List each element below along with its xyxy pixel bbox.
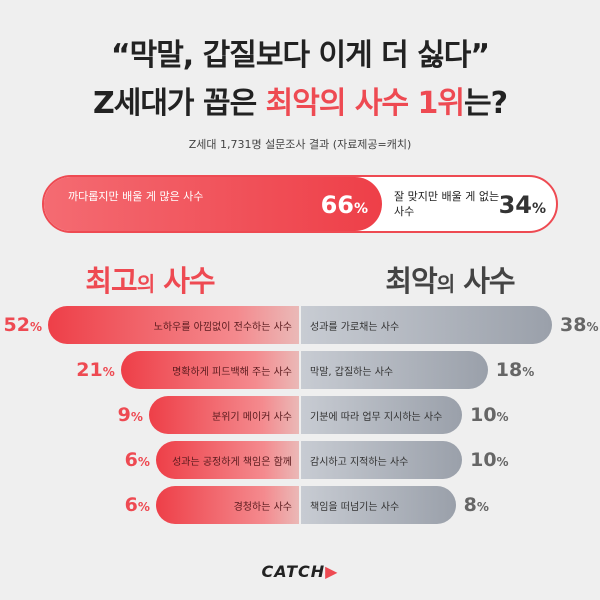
worst-value-unit: % xyxy=(586,320,599,334)
logo-text: CATCH xyxy=(261,562,326,581)
best-bar-label: 노하우를 아낌없이 전수하는 사수 xyxy=(153,322,292,333)
best-value-number: 21 xyxy=(76,359,103,381)
best-value-unit: % xyxy=(137,500,150,514)
best-bar xyxy=(155,486,300,524)
worst-heading-particle: 의 xyxy=(436,272,455,296)
worst-heading-main: 최악 xyxy=(385,264,437,298)
best-heading: 최고의 사수 xyxy=(0,258,300,300)
worst-value-unit: % xyxy=(496,455,509,469)
worst-value-number: 38 xyxy=(560,314,587,336)
split-right-value: 34% xyxy=(499,191,546,219)
worst-value-number: 18 xyxy=(495,359,523,381)
split-left-fill: 까다롭지만 배울 게 많은 사수 66% xyxy=(44,177,382,231)
best-value-number: 9 xyxy=(117,404,131,426)
title-line-1: “막말, 갑질보다 이게 더 싫다” xyxy=(110,38,490,73)
worst-bar-value: 10% xyxy=(470,404,508,426)
split-right-unit: % xyxy=(531,201,546,217)
worst-bar-label: 책임을 떠넘기는 사수 xyxy=(310,502,400,513)
worst-heading: 최악의 사수 xyxy=(300,258,600,300)
best-value-number: 6 xyxy=(124,494,138,516)
best-bar-value: 9% xyxy=(118,404,143,426)
title-line-2: Z세대가 꼽은 최악의 사수 1위는? xyxy=(0,78,600,122)
title-suffix: 는? xyxy=(464,86,508,121)
best-heading-tail: 사수 xyxy=(154,264,215,298)
center-divider xyxy=(299,306,301,524)
worst-value-unit: % xyxy=(496,410,509,424)
worst-bar-value: 18% xyxy=(496,359,534,381)
split-left-unit: % xyxy=(353,201,368,217)
worst-bar xyxy=(300,486,456,524)
subtitle: Z세대 1,731명 설문조사 결과 (자료제공=캐치) xyxy=(188,138,412,151)
title-highlight: 최악의 사수 1위 xyxy=(265,86,465,121)
best-heading-main: 최고 xyxy=(85,264,137,298)
best-bar xyxy=(120,351,300,389)
best-heading-particle: 의 xyxy=(136,272,155,296)
worst-bar xyxy=(300,441,463,479)
worst-bar-value: 8% xyxy=(464,494,489,516)
best-value-unit: % xyxy=(130,410,143,424)
worst-value-unit: % xyxy=(522,365,535,379)
best-bar xyxy=(155,441,300,479)
worst-bar-value: 10% xyxy=(470,449,508,471)
split-right-label: 잘 맞지만 배울 게 없는 사수 xyxy=(394,190,500,218)
worst-bar-label: 감시하고 지적하는 사수 xyxy=(310,457,409,468)
best-value-unit: % xyxy=(102,365,115,379)
best-bar-value: 6% xyxy=(125,494,150,516)
best-value-number: 52 xyxy=(3,314,30,336)
logo-arrow-icon: ▶ xyxy=(325,562,339,581)
best-value-unit: % xyxy=(29,320,42,334)
best-value-number: 6 xyxy=(124,449,138,471)
worst-bar-label: 성과를 가로채는 사수 xyxy=(310,322,400,333)
title-prefix: Z세대가 꼽은 xyxy=(92,86,266,121)
worst-bar-value: 38% xyxy=(560,314,598,336)
split-right-number: 34 xyxy=(498,191,532,219)
worst-bar-label: 기분에 따라 업무 지시하는 사수 xyxy=(310,412,443,423)
best-bar-label: 명확하게 피드백해 주는 사수 xyxy=(172,367,292,378)
best-value-unit: % xyxy=(137,455,150,469)
split-bar: 까다롭지만 배울 게 많은 사수 66% 잘 맞지만 배울 게 없는 사수 34… xyxy=(42,175,558,233)
best-bar-value: 21% xyxy=(76,359,114,381)
worst-bar xyxy=(300,396,463,434)
best-bar-label: 분위기 메이커 사수 xyxy=(212,412,292,423)
split-left-number: 66 xyxy=(320,191,354,219)
catch-logo: CATCH▶ xyxy=(0,562,600,581)
best-bar xyxy=(48,306,300,344)
butterfly-chart: 노하우를 아낌없이 전수하는 사수 52% 명확하게 피드백해 주는 사수 21% 분위… xyxy=(0,300,600,530)
best-bar-value: 6% xyxy=(125,449,150,471)
best-bar-value: 52% xyxy=(4,314,42,336)
worst-bar xyxy=(300,306,552,344)
worst-value-unit: % xyxy=(476,500,489,514)
worst-value-number: 10 xyxy=(470,404,497,426)
split-left-label: 까다롭지만 배울 게 많은 사수 xyxy=(68,190,204,203)
worst-value-number: 8 xyxy=(463,494,477,516)
worst-value-number: 10 xyxy=(470,449,497,471)
best-bar-label: 성과는 공정하게 책임은 함께 xyxy=(172,457,292,468)
worst-bar-label: 막말, 갑질하는 사수 xyxy=(310,367,394,378)
split-left-value: 66% xyxy=(321,191,368,219)
worst-heading-tail: 사수 xyxy=(454,264,515,298)
best-bar xyxy=(148,396,300,434)
best-bar-label: 경청하는 사수 xyxy=(233,502,292,513)
worst-bar xyxy=(300,351,488,389)
